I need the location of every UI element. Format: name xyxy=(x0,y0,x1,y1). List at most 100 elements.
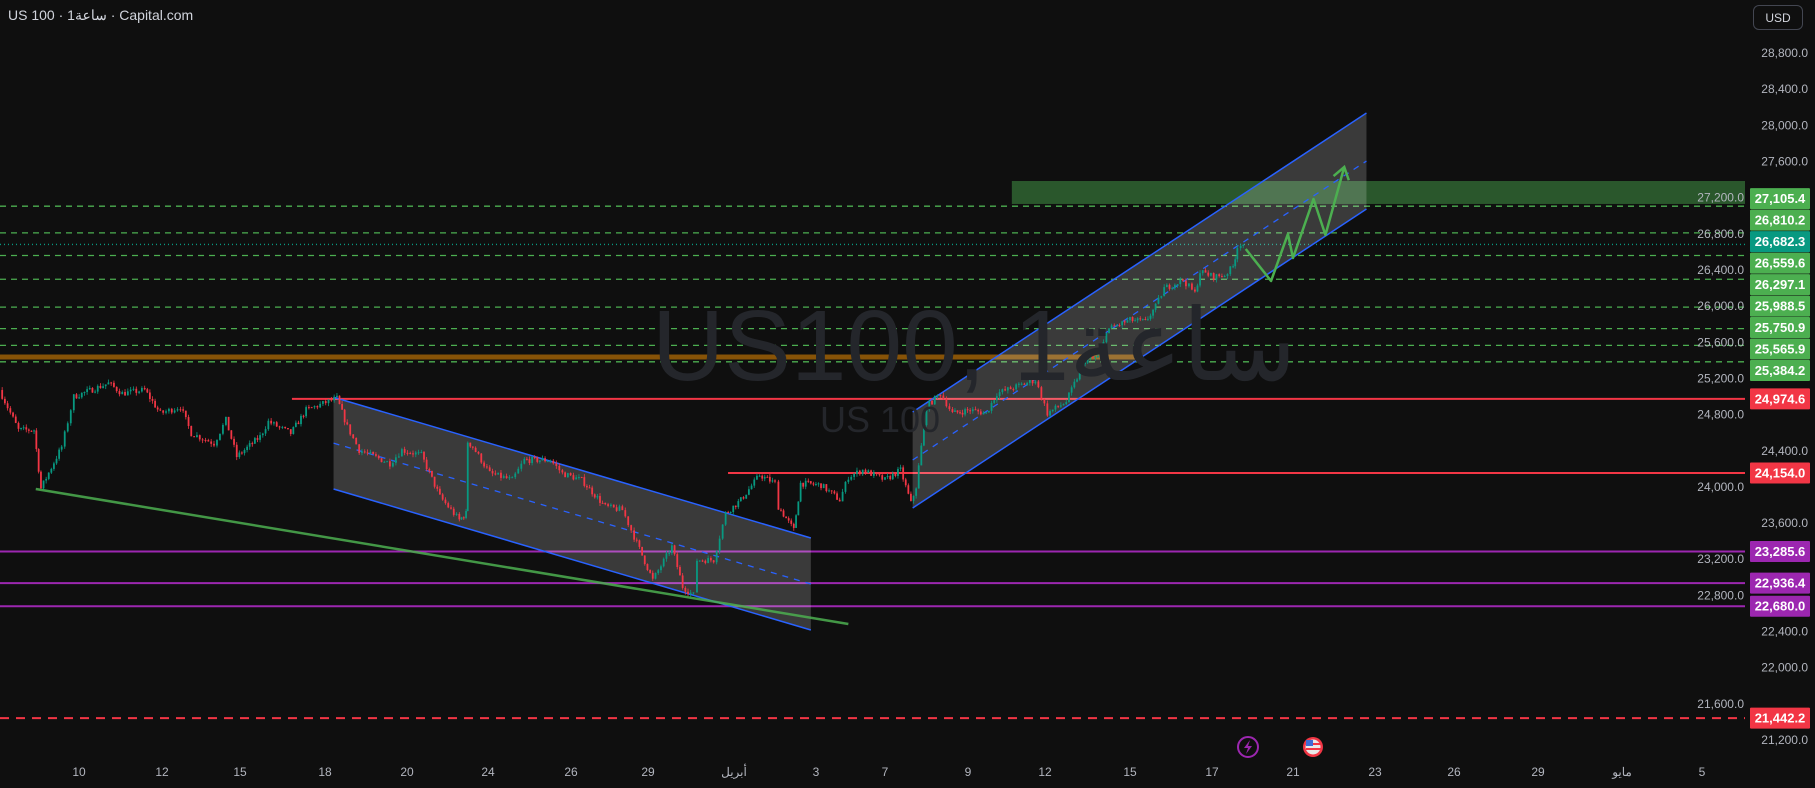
time-axis[interactable]: 10 12 15 18 20 24 26 29 أبريل 3 7 9 12 15 17 21 23 26 29 ما… xyxy=(72,764,1705,779)
currency-button[interactable]: USD xyxy=(1753,5,1803,30)
candle xyxy=(907,485,910,494)
candle xyxy=(1113,325,1116,327)
candle xyxy=(870,470,872,476)
time-tick-label: 15 xyxy=(1123,765,1137,779)
candle xyxy=(66,423,69,432)
candle xyxy=(964,409,966,415)
candle xyxy=(1144,318,1147,320)
candle xyxy=(1123,321,1126,323)
candle xyxy=(80,392,83,398)
price-label-text: 26,682.3 xyxy=(1755,234,1806,249)
candle xyxy=(176,409,179,411)
candle xyxy=(450,507,452,509)
candle xyxy=(1139,318,1142,320)
ascending-channel-upper-line[interactable] xyxy=(912,112,1367,413)
candle xyxy=(35,430,38,450)
candle xyxy=(1,390,4,399)
candle xyxy=(742,497,745,499)
candle xyxy=(439,488,441,495)
candle xyxy=(787,518,790,521)
price-axis[interactable]: 28,800.0 28,400.0 28,000.0 27,600.0 27,200.0… xyxy=(1697,46,1808,747)
projection-path[interactable] xyxy=(1244,166,1346,283)
candle xyxy=(1126,320,1129,323)
candle xyxy=(721,524,724,539)
candle xyxy=(684,587,687,592)
candle xyxy=(822,484,825,489)
price-tick-label: 26,400.0 xyxy=(1697,263,1744,277)
candle xyxy=(572,475,575,480)
candle xyxy=(624,510,627,517)
candle xyxy=(115,386,118,392)
candle xyxy=(774,480,776,482)
candle xyxy=(1131,317,1134,321)
candle xyxy=(564,472,567,478)
candle xyxy=(179,409,182,411)
candle xyxy=(494,473,497,475)
candle xyxy=(643,555,646,565)
candle xyxy=(665,553,668,559)
candle xyxy=(660,566,662,571)
support-trendline[interactable] xyxy=(35,487,849,626)
us-flag-icon[interactable] xyxy=(1303,737,1323,757)
time-tick-label: 12 xyxy=(1038,765,1052,779)
candle xyxy=(118,391,121,395)
candle xyxy=(618,506,621,511)
candle xyxy=(428,469,431,471)
candle xyxy=(828,490,830,492)
price-tick-label: 25,200.0 xyxy=(1697,371,1744,385)
candle xyxy=(458,513,461,520)
symbol-name: US 100 xyxy=(8,7,55,23)
candle xyxy=(3,398,6,404)
ascending-channel-lower-line[interactable] xyxy=(912,208,1367,509)
candle xyxy=(939,395,942,397)
price-label-text: 26,810.2 xyxy=(1755,213,1806,228)
candle xyxy=(1163,287,1166,297)
candle xyxy=(338,395,341,405)
candle xyxy=(1174,284,1176,288)
candle xyxy=(936,395,939,397)
price-tick-label: 22,800.0 xyxy=(1697,588,1744,602)
candle xyxy=(1037,381,1040,388)
candle xyxy=(732,505,735,513)
candle xyxy=(987,410,990,413)
descending-channel-lower-line[interactable] xyxy=(333,488,812,631)
lightning-icon[interactable] xyxy=(1237,736,1259,758)
candle xyxy=(593,494,596,498)
candle xyxy=(222,424,224,434)
candle xyxy=(630,525,633,531)
candle xyxy=(372,451,375,455)
candle xyxy=(216,439,218,446)
candle xyxy=(333,397,336,401)
candle xyxy=(1196,285,1199,292)
candle xyxy=(979,411,982,415)
orange-zone-line[interactable] xyxy=(0,354,1137,360)
candle xyxy=(6,403,9,409)
candle xyxy=(63,431,66,447)
candle xyxy=(383,461,386,463)
candle xyxy=(302,415,305,417)
candle xyxy=(1099,355,1102,357)
candle xyxy=(692,592,695,594)
candle xyxy=(1102,342,1105,356)
candle xyxy=(1191,283,1193,290)
target-zone[interactable] xyxy=(1011,181,1745,204)
candle xyxy=(701,560,704,562)
price-label-text: 25,988.5 xyxy=(1755,299,1806,314)
candle xyxy=(25,427,28,430)
interval[interactable]: 1ساعة xyxy=(67,7,107,23)
candle xyxy=(591,487,594,495)
price-label-text: 24,974.6 xyxy=(1755,391,1806,406)
candle xyxy=(915,488,918,496)
candle xyxy=(654,572,657,579)
candle xyxy=(1182,279,1184,281)
zones-layer xyxy=(0,181,1745,360)
price-label-text: 23,285.6 xyxy=(1755,544,1806,559)
candle xyxy=(1070,387,1073,393)
candle xyxy=(566,473,569,478)
candle xyxy=(580,477,583,479)
descending-channel-upper-line[interactable] xyxy=(333,396,812,539)
candle xyxy=(536,457,539,462)
candle xyxy=(227,416,230,431)
candle xyxy=(72,394,75,411)
